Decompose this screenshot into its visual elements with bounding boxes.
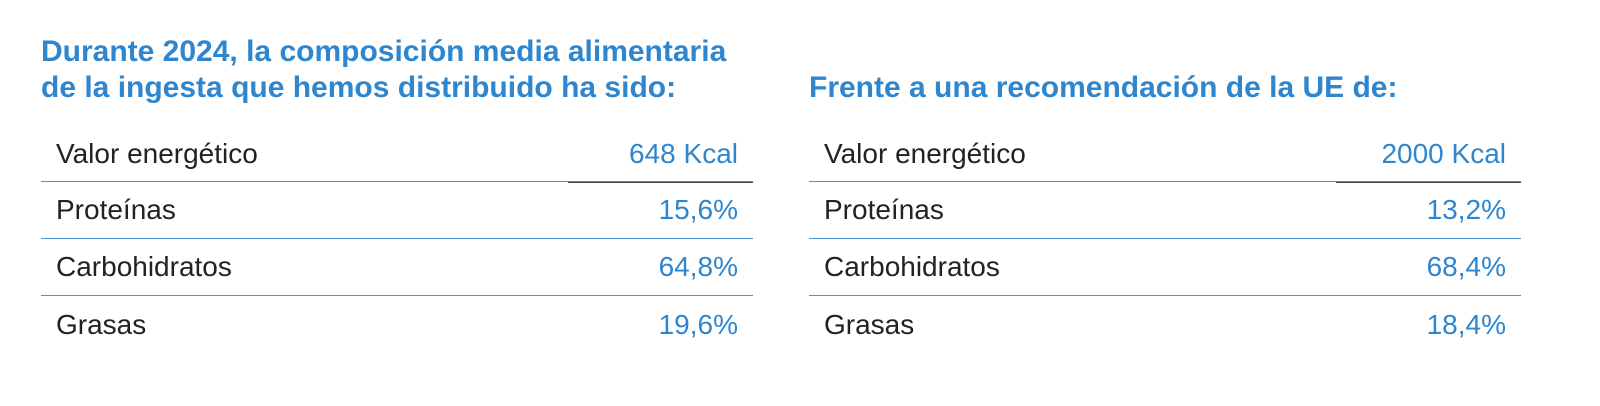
composition-heading-line-1: Durante 2024, la composición media alime… <box>41 35 727 68</box>
row-value-proteins: 15,6% <box>658 194 738 225</box>
row-label-carbohydrates: Carbohidratos <box>824 251 1000 282</box>
row-label-carbohydrates: Carbohidratos <box>56 251 232 282</box>
table-row: Valor energético 2000 Kcal <box>809 126 1521 183</box>
row-label-fats: Grasas <box>824 308 915 340</box>
row-value-energy: 2000 Kcal <box>1381 137 1506 169</box>
eu-recommendation-heading-line-1: Frente a una recomendación de la UE de: <box>809 71 1398 104</box>
row-label-proteins: Proteínas <box>824 194 944 225</box>
table-row: Grasas 19,6% <box>41 296 753 353</box>
eu-recommendation-heading: Frente a una recomendación de la UE de: <box>809 30 1569 106</box>
row-value-fats: 19,6% <box>658 308 738 340</box>
row-value-carbohydrates: 64,8% <box>658 251 738 282</box>
table-row: Proteínas 13,2% <box>809 182 1521 239</box>
row-label-proteins: Proteínas <box>56 194 176 225</box>
eu-recommendation-table: Valor energético 2000 Kcal Proteínas 13,… <box>809 126 1521 353</box>
table-row: Carbohidratos 68,4% <box>809 239 1521 296</box>
row-value-carbohydrates: 68,4% <box>1426 251 1506 282</box>
row-value-energy: 648 Kcal <box>629 137 738 169</box>
row-label-energy: Valor energético <box>56 137 258 169</box>
row-label-energy: Valor energético <box>824 137 1026 169</box>
table-row: Valor energético 648 Kcal <box>41 126 753 183</box>
row-value-fats: 18,4% <box>1426 308 1506 340</box>
table-row: Grasas 18,4% <box>809 296 1521 353</box>
composition-heading: Durante 2024, la composición media alime… <box>41 30 801 106</box>
composition-heading-line-2: de la ingesta que hemos distribuido ha s… <box>41 71 677 104</box>
composition-table: Valor energético 648 Kcal Proteínas 15,6… <box>41 126 753 353</box>
row-value-proteins: 13,2% <box>1426 194 1506 225</box>
table-row: Carbohidratos 64,8% <box>41 239 753 296</box>
table-row: Proteínas 15,6% <box>41 182 753 239</box>
row-label-fats: Grasas <box>56 308 147 340</box>
